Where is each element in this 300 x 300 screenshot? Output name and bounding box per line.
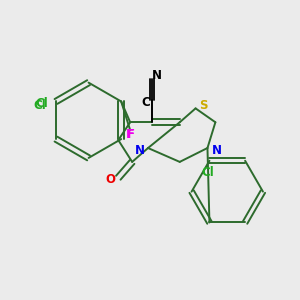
Text: Cl: Cl xyxy=(201,166,214,179)
Text: Cl: Cl xyxy=(34,99,46,112)
Text: Cl: Cl xyxy=(36,97,49,110)
Text: F: F xyxy=(127,128,135,141)
Text: S: S xyxy=(199,99,208,112)
Text: O: O xyxy=(105,173,116,186)
Text: N: N xyxy=(152,69,162,82)
Text: C: C xyxy=(142,96,150,109)
Text: N: N xyxy=(212,143,222,157)
Text: F: F xyxy=(126,128,134,141)
Text: N: N xyxy=(135,143,145,157)
